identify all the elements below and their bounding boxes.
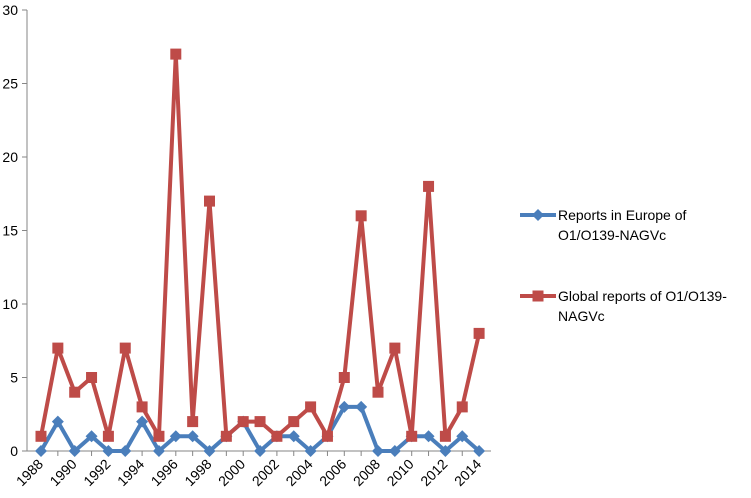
series-2 bbox=[35, 48, 485, 442]
x-tick-label: 2014 bbox=[451, 456, 484, 489]
data-point bbox=[271, 430, 283, 442]
data-point bbox=[372, 445, 384, 457]
y-tick-label: 30 bbox=[2, 2, 18, 18]
data-point bbox=[51, 415, 64, 428]
legend-item-1: Reports in Europe of O1/O139-NAGVc bbox=[520, 207, 687, 243]
data-point bbox=[473, 327, 485, 339]
data-point bbox=[355, 400, 368, 413]
data-point bbox=[287, 430, 300, 443]
chart-axes bbox=[26, 10, 491, 452]
data-point bbox=[355, 210, 367, 222]
legend-label: O1/O139-NAGVc bbox=[558, 227, 666, 243]
x-tick-label: 2008 bbox=[350, 456, 383, 489]
legend-label: NAGVc bbox=[558, 308, 605, 324]
data-point bbox=[456, 401, 468, 413]
data-point bbox=[439, 445, 452, 457]
data-point bbox=[187, 416, 199, 428]
data-point bbox=[169, 430, 182, 443]
x-tick-label: 2012 bbox=[417, 456, 450, 489]
data-point bbox=[119, 445, 132, 457]
data-point bbox=[304, 445, 317, 457]
y-axis-ticks: 0 5 10 15 20 25 30 bbox=[2, 2, 27, 459]
data-point bbox=[204, 195, 215, 207]
y-tick-label: 10 bbox=[2, 296, 18, 312]
x-axis-ticks: 1988 1990 1992 1994 1996 1998 2000 2002 2004 2006… bbox=[13, 451, 484, 489]
data-point bbox=[153, 430, 165, 442]
data-point bbox=[338, 372, 350, 383]
x-tick-label: 1996 bbox=[148, 456, 181, 489]
data-point bbox=[288, 416, 300, 428]
data-point bbox=[52, 342, 64, 354]
series-line bbox=[39, 52, 482, 439]
data-point bbox=[102, 430, 114, 442]
x-tick-label: 1992 bbox=[80, 456, 113, 489]
data-point bbox=[136, 401, 148, 413]
data-point bbox=[254, 445, 267, 457]
data-point bbox=[85, 430, 98, 443]
data-point bbox=[305, 401, 317, 413]
legend-label: Global reports of O1/O139- bbox=[558, 288, 727, 304]
data-point bbox=[35, 445, 47, 457]
data-point bbox=[136, 415, 149, 428]
data-point bbox=[170, 48, 182, 60]
data-point bbox=[406, 430, 418, 442]
x-tick-label: 1988 bbox=[13, 456, 46, 489]
data-point bbox=[389, 342, 401, 354]
legend-swatch-marker bbox=[532, 290, 544, 302]
data-point bbox=[338, 400, 351, 413]
data-point bbox=[388, 445, 401, 457]
data-point bbox=[203, 445, 216, 457]
data-point bbox=[69, 386, 81, 398]
y-tick-label: 25 bbox=[2, 76, 18, 92]
x-tick-label: 1990 bbox=[46, 456, 79, 489]
data-point bbox=[456, 430, 469, 443]
series-layer bbox=[35, 48, 486, 457]
x-tick-label: 2006 bbox=[316, 456, 349, 489]
data-point bbox=[439, 430, 451, 442]
data-point bbox=[220, 430, 232, 442]
y-tick-label: 5 bbox=[10, 370, 18, 386]
data-point bbox=[237, 416, 249, 428]
x-tick-label: 2010 bbox=[383, 456, 416, 489]
data-point bbox=[186, 430, 199, 443]
data-point bbox=[86, 372, 98, 383]
data-point bbox=[422, 430, 435, 443]
y-tick-label: 20 bbox=[2, 149, 18, 165]
data-point bbox=[423, 180, 435, 192]
data-point bbox=[473, 445, 486, 457]
data-point bbox=[321, 430, 333, 442]
data-point bbox=[35, 430, 47, 442]
legend: Reports in Europe of O1/O139-NAGVc Global … bbox=[520, 207, 727, 324]
data-point bbox=[102, 445, 115, 457]
data-point bbox=[372, 386, 384, 398]
y-tick-label: 0 bbox=[10, 443, 18, 459]
x-tick-label: 2004 bbox=[282, 456, 315, 489]
x-tick-label: 1994 bbox=[114, 456, 147, 489]
legend-item-2: Global reports of O1/O139- NAGVc bbox=[520, 288, 727, 324]
legend-swatch-marker bbox=[532, 209, 544, 221]
data-point bbox=[119, 342, 131, 354]
data-point bbox=[254, 416, 266, 428]
data-point bbox=[152, 445, 165, 457]
x-tick-label: 2000 bbox=[215, 456, 248, 489]
x-tick-label: 1998 bbox=[181, 456, 214, 489]
x-tick-label: 2002 bbox=[249, 456, 282, 489]
data-point bbox=[68, 445, 81, 457]
y-tick-label: 15 bbox=[2, 223, 18, 239]
legend-label: Reports in Europe of bbox=[558, 207, 687, 223]
